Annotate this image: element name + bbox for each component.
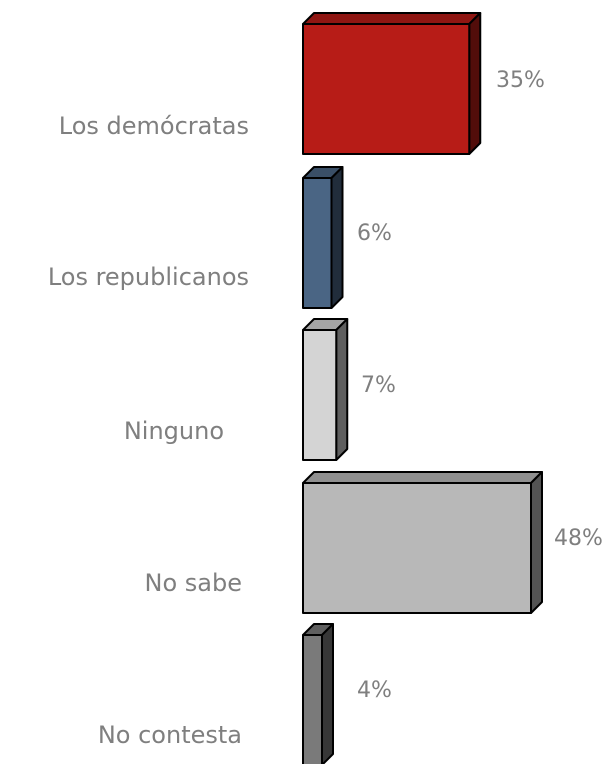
bar-top-face: [302, 12, 482, 25]
bar-los-democratas: [302, 12, 482, 155]
bar-no-sabe: [302, 471, 543, 614]
bar-side-face: [530, 471, 543, 614]
category-label-ninguno: Ninguno: [124, 417, 224, 445]
value-label-no-contesta: 4%: [357, 678, 392, 703]
category-label-los-republicanos: Los republicanos: [48, 263, 249, 291]
bar-front-face: [302, 177, 333, 309]
bar-side-face: [330, 166, 344, 309]
bar-side-face: [321, 623, 334, 764]
bar-front-face: [302, 634, 323, 764]
value-label-ninguno: 7%: [361, 373, 396, 398]
value-label-no-sabe: 48%: [554, 526, 603, 551]
category-label-no-sabe: No sabe: [145, 569, 242, 597]
category-label-los-democratas: Los demócratas: [59, 112, 249, 140]
bar-side-face: [468, 12, 482, 155]
value-label-los-republicanos: 6%: [357, 221, 392, 246]
bar-front-face: [302, 482, 532, 614]
bars-group: [302, 12, 543, 764]
bar-los-republicanos: [302, 166, 344, 309]
labels-group: Los demócratas Los republicanos Ninguno …: [48, 68, 603, 749]
bar-front-face: [302, 23, 471, 155]
bar-ninguno: [302, 318, 349, 461]
category-label-no-contesta: No contesta: [98, 721, 242, 749]
value-label-los-democratas: 35%: [496, 68, 545, 93]
bar-top-face: [302, 471, 543, 484]
bar-front-face: [302, 329, 338, 461]
bar-no-contesta: [302, 623, 334, 764]
bar-side-face: [335, 318, 349, 461]
